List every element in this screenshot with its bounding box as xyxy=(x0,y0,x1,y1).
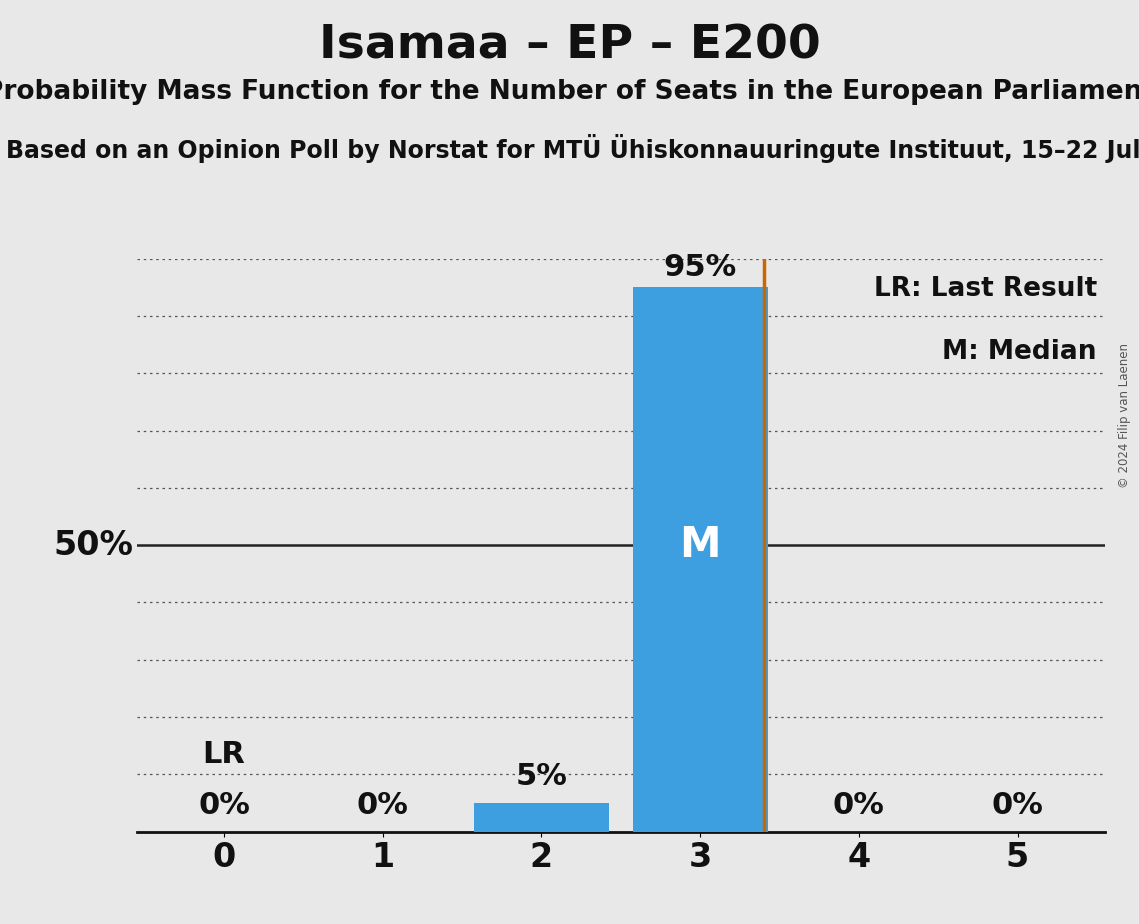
Text: 5%: 5% xyxy=(516,762,567,792)
Text: Probability Mass Function for the Number of Seats in the European Parliament: Probability Mass Function for the Number… xyxy=(0,79,1139,104)
Bar xyxy=(474,803,609,832)
Text: 50%: 50% xyxy=(54,529,133,562)
Text: Isamaa – EP – E200: Isamaa – EP – E200 xyxy=(319,23,820,68)
Text: 0%: 0% xyxy=(357,791,409,821)
Text: LR: Last Result: LR: Last Result xyxy=(874,276,1097,302)
Text: © 2024 Filip van Laenen: © 2024 Filip van Laenen xyxy=(1118,344,1131,488)
Text: 0%: 0% xyxy=(833,791,885,821)
Text: 95%: 95% xyxy=(664,252,737,282)
Text: 0%: 0% xyxy=(198,791,249,821)
Bar xyxy=(632,287,768,832)
Text: LR: LR xyxy=(203,739,245,769)
Text: 0%: 0% xyxy=(992,791,1043,821)
Text: Based on an Opinion Poll by Norstat for MTÜ Ühiskonnauuringute Instituut, 15–22 : Based on an Opinion Poll by Norstat for … xyxy=(6,134,1139,163)
Text: M: Median: M: Median xyxy=(942,339,1097,365)
Text: M: M xyxy=(679,524,721,566)
